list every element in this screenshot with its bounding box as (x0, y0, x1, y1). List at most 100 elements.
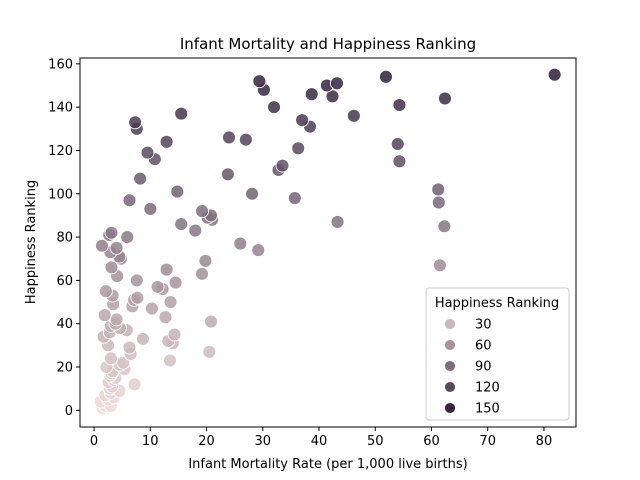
legend-marker (444, 339, 456, 351)
x-tick-label: 50 (367, 434, 384, 449)
y-tick-label: 100 (48, 187, 73, 202)
x-tick-label: 20 (198, 434, 215, 449)
scatter-point (252, 74, 267, 89)
scatter-point (140, 145, 155, 160)
scatter-point (198, 253, 213, 268)
scatter-point (233, 236, 248, 251)
y-tick-label: 40 (56, 317, 73, 332)
scatter-point (122, 340, 137, 355)
y-tick-label: 140 (48, 101, 73, 116)
x-tick-label: 70 (479, 434, 496, 449)
y-tick-label: 60 (56, 274, 73, 289)
scatter-point (325, 89, 340, 104)
scatter-point (392, 98, 407, 112)
scatter-point (287, 191, 302, 206)
scatter-point (104, 260, 119, 275)
scatter-point (304, 87, 319, 102)
scatter-point (431, 182, 446, 197)
legend-marker (444, 381, 456, 393)
scatter-point (437, 219, 452, 234)
y-tick-label: 20 (56, 361, 73, 376)
scatter-point (432, 258, 447, 273)
scatter-point (295, 113, 310, 128)
scatter-point (431, 195, 446, 210)
x-tick-label: 10 (142, 434, 159, 449)
y-axis-label: Happiness Ranking (24, 180, 39, 304)
scatter-point (392, 154, 407, 169)
scatter-point (291, 141, 306, 156)
scatter-point (159, 262, 174, 277)
y-tick-label: 120 (48, 144, 73, 159)
scatter-point (120, 230, 135, 245)
plot-frame (79, 57, 577, 428)
scatter-point (145, 301, 159, 316)
scatter-point (97, 308, 112, 322)
scatter-point (170, 184, 185, 199)
scatter-point (130, 290, 145, 305)
legend-entries: 30 60 90 120 150 (444, 318, 500, 417)
legend-label: 60 (475, 339, 492, 354)
scatter-point (168, 275, 183, 290)
scatter-point (174, 106, 189, 121)
scatter-point (267, 100, 281, 115)
scatter-point (104, 225, 119, 240)
legend-title: Happiness Ranking (435, 296, 559, 311)
scatter-point (94, 238, 109, 253)
y-tick-label: 0 (65, 404, 73, 419)
scatter-point (222, 130, 236, 145)
scatter-point (378, 69, 393, 84)
scatter-point (330, 76, 344, 91)
scatter-point (330, 214, 345, 229)
scatter-point (143, 201, 158, 216)
scatter-point (195, 204, 209, 219)
legend-label: 90 (475, 360, 492, 375)
scatter-point (129, 273, 144, 288)
scatter-point (245, 186, 260, 201)
scatter-point (163, 353, 177, 368)
scatter-point (136, 331, 150, 346)
scatter-point (163, 295, 178, 310)
scatter-point (159, 134, 174, 149)
scatter-points (93, 67, 562, 416)
scatter-point (547, 67, 562, 82)
scatter-point (98, 284, 113, 299)
legend-label: 30 (475, 318, 492, 333)
x-tick-label: 0 (90, 434, 98, 449)
scatter-point (204, 314, 218, 329)
legend-box (425, 287, 570, 421)
legend-marker (444, 318, 456, 330)
legend-label: 150 (475, 402, 500, 417)
legend-marker (444, 360, 456, 372)
scatter-point (346, 108, 361, 123)
scatter-point (127, 377, 142, 392)
chart-title: Infant Mortality and Happiness Ranking (180, 35, 476, 53)
x-tick-label: 30 (254, 434, 271, 449)
scatter-point (202, 344, 217, 359)
x-axis-label: Infant Mortality Rate (per 1,000 live bi… (188, 457, 467, 472)
scatter-point (167, 327, 182, 342)
scatter-point (103, 351, 118, 366)
y-axis-ticks: 0 20 40 60 80 100 120 140 160 (48, 57, 80, 419)
x-tick-label: 60 (423, 434, 440, 449)
scatter-point (220, 167, 235, 182)
y-tick-label: 80 (56, 231, 73, 246)
scatter-point (174, 217, 189, 232)
scatter-point (238, 132, 253, 147)
scatter-point (275, 158, 290, 173)
scatter-point (251, 243, 266, 258)
scatter-point (188, 223, 203, 238)
scatter-point (109, 312, 124, 327)
legend-marker (444, 402, 456, 414)
scatter-point (128, 115, 143, 130)
y-tick-label: 160 (48, 57, 73, 72)
scatter-point (195, 266, 209, 281)
scatter-point (109, 240, 124, 255)
scatter-point (158, 310, 173, 325)
scatter-point (122, 193, 137, 208)
x-tick-label: 40 (311, 434, 328, 449)
legend-label: 120 (475, 381, 500, 396)
scatter-point (390, 137, 405, 151)
scatter-point (133, 171, 148, 186)
